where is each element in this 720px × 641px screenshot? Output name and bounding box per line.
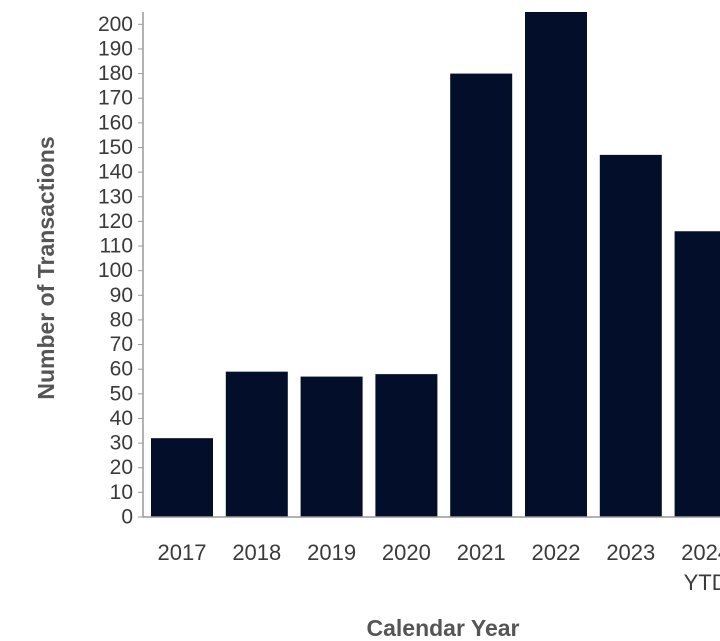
y-tick-label: 90 bbox=[110, 284, 133, 307]
y-tick-label: 200 bbox=[98, 13, 133, 36]
bar-2017 bbox=[151, 438, 213, 517]
y-tick-label: 190 bbox=[98, 37, 133, 60]
y-tick-label: 110 bbox=[100, 235, 133, 258]
x-axis-title: Calendar Year bbox=[366, 615, 519, 641]
x-tick-label: 2023 bbox=[606, 540, 655, 565]
y-tick-label: 160 bbox=[98, 111, 133, 134]
x-tick-label: 2018 bbox=[232, 540, 281, 565]
y-tick-label: 80 bbox=[110, 308, 133, 331]
y-tick-label: 130 bbox=[98, 185, 133, 208]
x-tick-label: 2022 bbox=[532, 540, 581, 565]
y-tick-label: 150 bbox=[98, 136, 133, 159]
y-tick-label: 40 bbox=[110, 407, 133, 430]
x-tick-label: 2021 bbox=[457, 540, 506, 565]
y-tick-label: 60 bbox=[110, 358, 133, 381]
bars-group bbox=[151, 12, 720, 518]
y-tick-label: 140 bbox=[98, 161, 133, 184]
x-tick-label: 2019 bbox=[307, 540, 356, 565]
x-tick-label: 2020 bbox=[382, 540, 431, 565]
bar-2021 bbox=[450, 73, 513, 518]
bar-2019 bbox=[300, 376, 363, 517]
x-axis-labels: 2017 2018 2019 2020 2021 2022 2023 2024YTD bbox=[158, 540, 720, 595]
y-tick-label: 100 bbox=[98, 259, 133, 282]
y-tick-label: 170 bbox=[98, 87, 133, 110]
bar-2023 bbox=[599, 154, 662, 517]
y-axis-title: Number of Transactions bbox=[33, 136, 59, 399]
y-tick-label: 120 bbox=[98, 210, 133, 233]
x-tick-label: 2024YTD bbox=[681, 540, 720, 595]
y-tick-label: 30 bbox=[110, 432, 133, 455]
y-axis-ticks: 0102030405060708090100110120130140150160… bbox=[98, 13, 143, 529]
y-tick-label: 20 bbox=[110, 456, 133, 479]
y-tick-label: 70 bbox=[110, 333, 133, 356]
y-tick-label: 0 bbox=[121, 506, 133, 529]
y-tick-label: 50 bbox=[110, 382, 133, 405]
y-tick-label: 10 bbox=[110, 481, 133, 504]
bar-2024-ytd bbox=[674, 231, 720, 517]
bar-2020 bbox=[375, 374, 438, 517]
bar-2018 bbox=[225, 371, 288, 517]
bar-2022 bbox=[525, 12, 587, 517]
y-tick-label: 180 bbox=[98, 62, 133, 85]
x-tick-label: 2017 bbox=[158, 540, 207, 565]
